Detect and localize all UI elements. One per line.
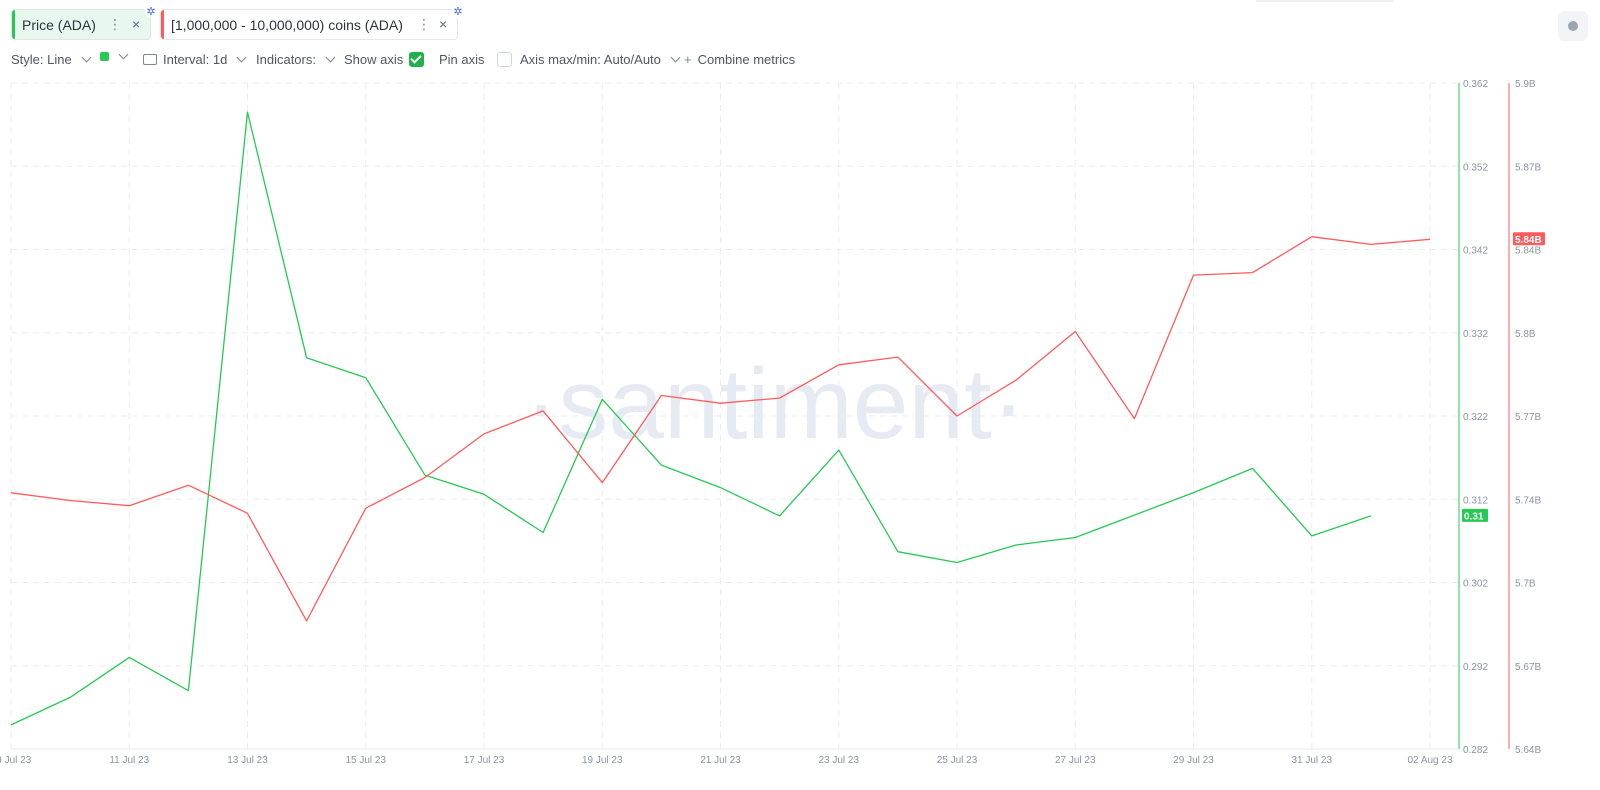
price-axis-tick-label: 0.292 [1463, 662, 1488, 673]
coins-axis-tick-label: 5.87B [1515, 162, 1541, 173]
metric-color-bar [12, 10, 15, 39]
x-tick-label: 21 Jul 23 [700, 755, 741, 766]
price-axis-tick-label: 0.352 [1463, 162, 1488, 173]
x-tick-label: 15 Jul 23 [345, 755, 386, 766]
close-icon[interactable]: × [439, 16, 448, 32]
metric-tag-coins[interactable]: [1,000,000 - 10,000,000) coins (ADA) ⋮ ×… [160, 6, 464, 40]
more-options-icon[interactable]: ⋮ [108, 16, 122, 32]
coins-axis-tick-label: 5.77B [1515, 412, 1541, 423]
show-axis-checkbox[interactable] [409, 52, 425, 67]
price-axis-tick-label: 0.362 [1463, 79, 1488, 90]
x-tick-label: 27 Jul 23 [1055, 755, 1096, 766]
x-tick-label: 23 Jul 23 [818, 755, 859, 766]
pin-axis-toggle[interactable]: Pin axis [439, 52, 512, 67]
price-axis-tick-label: 0.302 [1463, 579, 1488, 590]
x-tick-label: 19 Jul 23 [582, 755, 623, 766]
coins-axis-tick-label: 5.64B [1515, 745, 1541, 756]
x-tick-label: 09 Jul 23 [0, 755, 32, 766]
color-swatch-icon [100, 52, 109, 61]
coins-axis-tick-label: 5.67B [1515, 662, 1541, 673]
more-options-icon[interactable]: ⋮ [417, 16, 431, 32]
indicators-label: Indicators: [256, 52, 316, 67]
metric-tag-price[interactable]: Price (ADA) ⋮ × ✲ [11, 6, 157, 40]
coins-last-value-label: 5.84B [1515, 235, 1542, 246]
coins-axis-tick-label: 5.84B [1515, 246, 1541, 257]
coins-axis-tick-label: 5.74B [1515, 495, 1541, 506]
coins-axis-tick-label: 5.8B [1515, 329, 1536, 340]
coins-axis-tick-label: 5.9B [1515, 79, 1536, 90]
x-tick-label: 13 Jul 23 [227, 755, 268, 766]
show-axis-label: Show axis [344, 52, 404, 67]
style-label: Style: Line [11, 52, 72, 67]
coins-axis-tick-label: 5.7B [1515, 579, 1536, 590]
combine-metrics-label: Combine metrics [697, 52, 796, 67]
price-axis-tick-label: 0.342 [1463, 246, 1488, 257]
x-tick-label: 25 Jul 23 [937, 755, 978, 766]
x-tick-label: 29 Jul 23 [1173, 755, 1214, 766]
watermark: ·santiment· [525, 348, 1025, 460]
coins-last-value-badge [1513, 232, 1545, 246]
price-last-value-label: 0.31 [1464, 511, 1484, 522]
indicators-dropdown[interactable]: Indicators: [256, 52, 336, 67]
x-tick-label: 11 Jul 23 [109, 755, 149, 766]
price-series-line [10, 111, 1372, 726]
x-tick-label: 02 Aug 23 [1407, 755, 1452, 766]
settings-icon[interactable]: ✲ [452, 6, 464, 18]
coins-series-line [10, 236, 1431, 622]
record-icon [1568, 21, 1578, 31]
close-icon[interactable]: × [132, 16, 141, 32]
pin-axis-label: Pin axis [439, 52, 485, 67]
record-button[interactable] [1558, 11, 1588, 41]
show-axis-toggle[interactable]: Show axis [344, 52, 425, 67]
price-axis-tick-label: 0.282 [1463, 745, 1488, 756]
axis-maxmin-label: Axis max/min: Auto/Auto [520, 52, 661, 67]
interval-label: Interval: 1d [163, 52, 228, 67]
top-scroll-hint [1256, 0, 1394, 2]
combine-metrics-button[interactable]: + Combine metrics [684, 52, 795, 67]
price-axis-tick-label: 0.312 [1463, 495, 1488, 506]
axis-maxmin-dropdown[interactable]: Axis max/min: Auto/Auto [520, 52, 681, 67]
x-tick-label: 17 Jul 23 [464, 755, 505, 766]
color-dropdown[interactable] [100, 49, 129, 61]
metric-label: Price (ADA) [22, 16, 96, 33]
metric-color-bar [161, 10, 164, 39]
x-tick-label: 31 Jul 23 [1291, 755, 1332, 766]
calendar-icon [143, 54, 157, 65]
price-axis-tick-label: 0.322 [1463, 412, 1488, 423]
plus-icon: + [684, 52, 692, 67]
price-last-value-badge [1462, 508, 1488, 522]
settings-icon[interactable]: ✲ [145, 6, 157, 18]
pin-axis-checkbox[interactable] [496, 52, 512, 67]
style-dropdown[interactable]: Style: Line [11, 52, 92, 67]
interval-dropdown[interactable]: Interval: 1d [143, 52, 247, 67]
metric-label: [1,000,000 - 10,000,000) coins (ADA) [171, 16, 403, 33]
price-axis-tick-label: 0.332 [1463, 329, 1488, 340]
